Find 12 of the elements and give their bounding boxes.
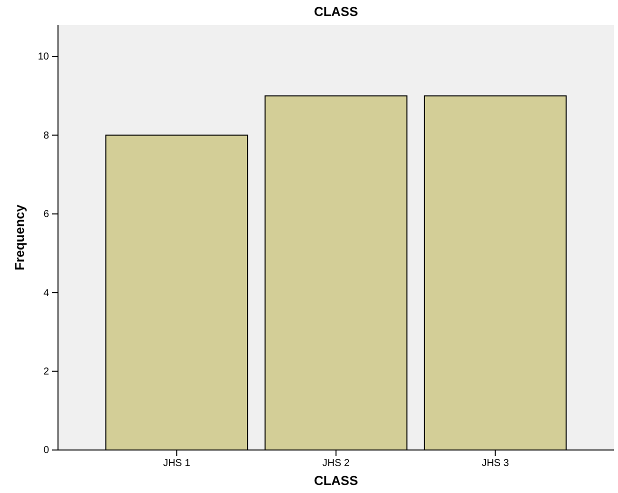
x-tick-label: JHS 2 bbox=[322, 458, 350, 470]
y-tick-label: 2 bbox=[43, 366, 50, 378]
y-tick-label: 4 bbox=[43, 288, 50, 299]
y-tick-label: 6 bbox=[43, 209, 50, 220]
chart-title: CLASS bbox=[314, 4, 358, 19]
y-tick-label: 10 bbox=[38, 52, 50, 63]
y-axis-title: Frequency bbox=[12, 204, 27, 270]
x-axis-title: CLASS bbox=[314, 473, 358, 488]
y-tick-label: 8 bbox=[43, 130, 50, 142]
x-tick-label: JHS 1 bbox=[163, 458, 191, 470]
y-tick-label: 0 bbox=[43, 445, 50, 456]
x-tick-label: JHS 3 bbox=[482, 458, 510, 470]
